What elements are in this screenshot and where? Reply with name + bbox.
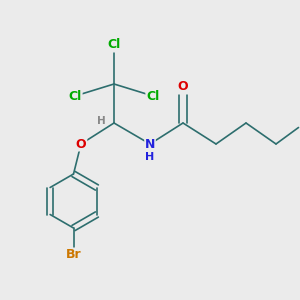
Text: Cl: Cl [68,89,82,103]
Text: H: H [97,116,106,127]
Text: N: N [145,137,155,151]
Text: O: O [76,137,86,151]
Text: O: O [178,80,188,94]
Text: H: H [146,152,154,163]
Text: Cl: Cl [146,89,160,103]
Text: Cl: Cl [107,38,121,52]
Text: Br: Br [66,248,81,262]
